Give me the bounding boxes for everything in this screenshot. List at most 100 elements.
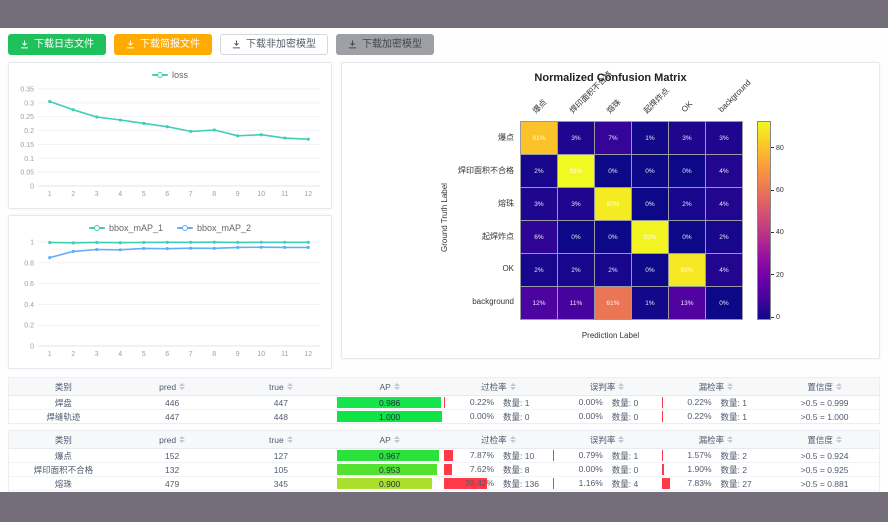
cell-true: 447 <box>273 397 288 408</box>
sort-caret-icon[interactable] <box>618 436 625 443</box>
sort-caret-icon[interactable] <box>393 383 400 390</box>
svg-text:10: 10 <box>257 191 265 198</box>
sort-caret-icon[interactable] <box>509 436 516 443</box>
cell-pred: 152 <box>165 450 180 461</box>
matrix-cell: 7% <box>595 122 631 154</box>
matrix-row-label: 起焊炸点 <box>482 232 514 241</box>
colorbar <box>757 121 771 320</box>
column-header-true[interactable]: true <box>227 378 336 395</box>
column-header-过检率[interactable]: 过检率 <box>444 378 553 395</box>
download-icon <box>232 40 241 49</box>
matrix-cell: 2% <box>521 254 557 286</box>
column-header-误判率[interactable]: 误判率 <box>553 378 662 395</box>
cell-confidence: >0.5 = 0.965 <box>770 491 879 492</box>
matrix-cell: 2% <box>521 155 557 187</box>
matrix-cell: 0% <box>706 287 742 319</box>
column-header-pred[interactable]: pred <box>118 431 227 448</box>
download-report-file-button[interactable]: 下载简报文件 <box>114 34 212 55</box>
matrix-cell: 2% <box>558 254 594 286</box>
cell-pred: 479 <box>165 478 180 489</box>
table-row: 熔珠 479 345 0.900 39.42% 数量: 136 1.16% 数量: 4 7.83… <box>9 477 879 491</box>
cell-pred: 132 <box>165 464 180 475</box>
cell-misjudge-rate: 0.00%数量: 0 <box>553 491 662 493</box>
legend-item-bbox_mAP_1[interactable]: bbox_mAP_1 <box>88 223 163 233</box>
matrix-cell: 13% <box>669 287 705 319</box>
svg-text:11: 11 <box>281 191 288 198</box>
cell-ap: 0.996 <box>335 491 444 492</box>
matrix-cell: 3% <box>669 122 705 154</box>
svg-text:1: 1 <box>48 351 52 358</box>
matrix-cell: 0% <box>632 188 668 220</box>
matrix-cell: 3% <box>521 188 557 220</box>
column-header-置信度[interactable]: 置信度 <box>770 431 879 448</box>
matrix-cell: 4% <box>706 254 742 286</box>
sort-caret-icon[interactable] <box>727 436 734 443</box>
cell-overdetect-rate: 0.22% 数量: 1 <box>444 396 553 409</box>
sort-caret-icon[interactable] <box>835 436 842 443</box>
download-encrypted-model-button[interactable]: 下载加密模型 <box>336 34 434 55</box>
matrix-cell: 0% <box>669 221 705 253</box>
cell-miss-rate: 7.83% 数量: 27 <box>661 477 771 490</box>
column-header-误判率[interactable]: 误判率 <box>553 431 662 448</box>
sort-caret-icon[interactable] <box>179 436 186 443</box>
matrix-cell: 89% <box>669 254 705 286</box>
sort-caret-icon[interactable] <box>727 383 734 390</box>
confusion-matrix-grid: 81% 3% 7% 1% 3% 3% 2% 93% 0% 0% 0% 4% 3% 3% 90% 0% 2% 4% 6… <box>520 121 743 320</box>
cell-class: 焊印面积不合格 <box>33 464 94 475</box>
sort-caret-icon[interactable] <box>393 436 400 443</box>
svg-text:2: 2 <box>71 191 75 198</box>
sort-caret-icon[interactable] <box>618 383 625 390</box>
sort-caret-icon[interactable] <box>509 383 516 390</box>
download-icon <box>348 40 357 49</box>
cell-true: 127 <box>273 450 288 461</box>
rate-bar <box>661 411 663 422</box>
matrix-cell: 12% <box>521 287 557 319</box>
cell-ap: 0.967 <box>335 449 444 462</box>
cell-misjudge-rate: 0.00%数量: 0 <box>578 410 639 422</box>
svg-text:6: 6 <box>165 351 169 358</box>
matrix-cell: 2% <box>669 188 705 220</box>
download-log-file-button[interactable]: 下载日志文件 <box>8 34 106 55</box>
legend-item-loss[interactable]: loss <box>151 70 188 80</box>
page: 下载日志文件 下载简报文件 下载非加密模型 下载加密模型 loss 0 0.05 0.1 0… <box>0 28 888 492</box>
cell-confidence: >0.5 = 0.999 <box>800 397 849 408</box>
matrix-cell: 0% <box>595 155 631 187</box>
sort-caret-icon[interactable] <box>286 436 293 443</box>
matrix-cell: 0% <box>669 155 705 187</box>
cell-misjudge-rate: 0.79% 数量: 1 <box>552 449 662 462</box>
sort-caret-icon[interactable] <box>835 383 842 390</box>
ap-bar <box>337 464 438 475</box>
matrix-row-label: background <box>472 297 514 306</box>
column-header-过检率[interactable]: 过检率 <box>444 431 553 448</box>
matrix-cell: 0% <box>595 221 631 253</box>
table-row: 焊印面积不合格 132 105 0.953 7.62% 数量: 8 0.00% 数量: 0 1.… <box>9 463 879 477</box>
download-icon <box>20 40 29 49</box>
legend-item-bbox_mAP_2[interactable]: bbox_mAP_2 <box>177 223 251 233</box>
ap-bar <box>337 411 442 422</box>
sort-caret-icon[interactable] <box>179 383 186 390</box>
table-row: 爆点 152 127 0.967 7.87% 数量: 10 0.79% 数量: 1 1.57% 数… <box>9 449 879 463</box>
table-row: 起焊炸点63600.9961.67%数量: 10.00%数量: 01.67%数量… <box>9 491 879 493</box>
download-unencrypted-model-button[interactable]: 下载非加密模型 <box>220 34 328 55</box>
loss-chart-card: loss 0 0.05 0.1 0.15 0.2 0.25 0.3 0.35 1 2 3 4 5 6 7 8 9… <box>8 62 332 209</box>
svg-text:8: 8 <box>212 191 216 198</box>
bottom-frame-bar <box>0 492 888 522</box>
svg-text:12: 12 <box>304 351 312 358</box>
top-frame-bar <box>0 0 888 28</box>
cell-class: 焊盘 <box>54 397 72 408</box>
ap-bar <box>337 478 432 489</box>
rate-bar <box>661 450 664 461</box>
sort-caret-icon[interactable] <box>286 383 293 390</box>
column-header-pred[interactable]: pred <box>118 378 227 395</box>
rate-bar <box>444 478 487 489</box>
column-header-漏检率[interactable]: 漏检率 <box>662 431 771 448</box>
column-header-AP[interactable]: AP <box>335 431 444 448</box>
matrix-cell: 11% <box>558 287 594 319</box>
column-header-置信度[interactable]: 置信度 <box>770 378 879 395</box>
matrix-col-label: OK <box>679 99 695 114</box>
bbox-map-chart: 0 0.2 0.4 0.6 0.8 1 1 2 3 4 5 6 7 8 9 10 11 12 <box>11 235 329 366</box>
column-header-AP[interactable]: AP <box>335 378 444 395</box>
column-header-漏检率[interactable]: 漏检率 <box>662 378 771 395</box>
column-header-true[interactable]: true <box>227 431 336 448</box>
svg-text:12: 12 <box>304 191 312 198</box>
